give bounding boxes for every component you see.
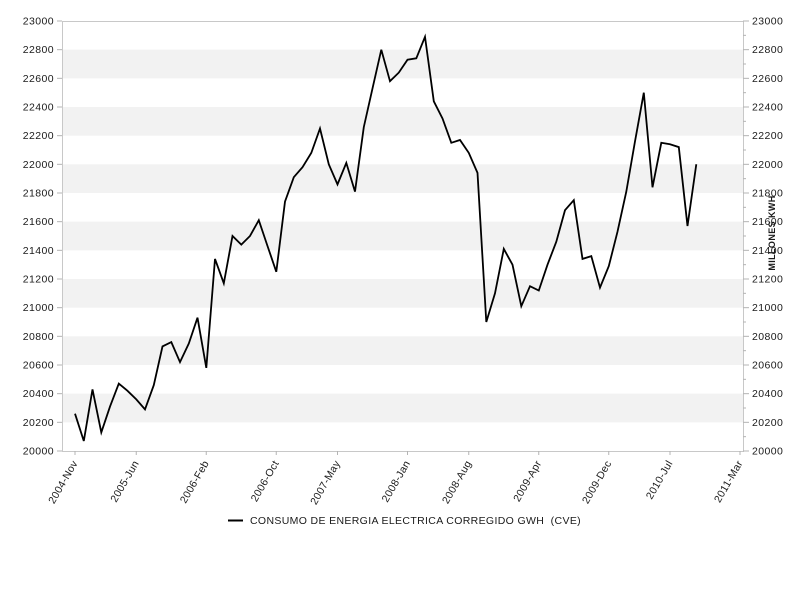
right-axis-tick-label: 22400 <box>752 102 783 114</box>
x-axis-tick-label: 2009-Dec <box>580 459 614 507</box>
x-axis-tick-label: 2006-Oct <box>249 459 282 504</box>
left-axis-tick-label: 23000 <box>23 16 54 28</box>
x-axis-tick-label: 2010-Jul <box>644 459 676 502</box>
left-axis-tick-label: 21400 <box>23 245 54 257</box>
left-axis-tick-label: 20200 <box>23 417 54 429</box>
plot-band <box>62 279 743 308</box>
right-axis-tick-label: 23000 <box>752 16 783 28</box>
right-axis-tick-label: 20800 <box>752 331 783 343</box>
x-axis-tick-label: 2006-Feb <box>178 459 212 506</box>
left-axis-tick-label: 20000 <box>23 446 54 458</box>
x-axis-tick-label: 2011-Mar <box>712 458 746 504</box>
right-axis-tick-label: 22800 <box>752 44 783 56</box>
plot-band <box>62 164 743 193</box>
right-axis-tick-label: 20000 <box>752 446 783 458</box>
left-axis-tick-label: 20800 <box>23 331 54 343</box>
x-axis-tick-label: 2008-Aug <box>440 459 474 507</box>
x-axis-tick-label: 2005-Jun <box>108 459 141 505</box>
x-axis-tick-label: 2004-Nov <box>46 458 81 506</box>
left-axis-tick-label: 21200 <box>23 274 54 286</box>
left-axis-tick-label: 22400 <box>23 102 54 114</box>
right-axis-tick-label: 21400 <box>752 245 783 257</box>
left-axis-tick-label: 22000 <box>23 159 54 171</box>
x-axis-tick-label: 2008-Jan <box>380 459 413 505</box>
left-axis-tick-label: 21600 <box>23 216 54 228</box>
right-axis-tick-label: 21200 <box>752 274 783 286</box>
plot-band <box>62 336 743 365</box>
x-axis-tick-label: 2007-May <box>308 458 343 507</box>
left-axis-tick-label: 20400 <box>23 388 54 400</box>
left-axis-tick-label: 22600 <box>23 73 54 85</box>
right-axis-tick-label: 22000 <box>752 159 783 171</box>
legend-label: CONSUMO DE ENERGIA ELECTRICA CORREGIDO G… <box>250 515 581 527</box>
right-axis-title: MILLONES KWH <box>767 195 777 270</box>
right-axis-tick-label: 22200 <box>752 130 783 142</box>
consumption-line <box>74 33 698 442</box>
plot-band <box>62 393 743 423</box>
right-axis-tick-label: 21000 <box>752 302 783 314</box>
left-axis-tick-label: 21000 <box>23 302 54 314</box>
right-axis-tick-label: 20200 <box>752 417 783 429</box>
left-axis-tick-label: 22200 <box>23 130 54 142</box>
right-axis-tick-label: 20600 <box>752 360 783 372</box>
plot-band <box>62 221 743 251</box>
right-axis-tick-label: 20400 <box>752 388 783 400</box>
left-axis-tick-label: 21800 <box>23 188 54 200</box>
left-axis-tick-label: 20600 <box>23 360 54 372</box>
right-axis-tick-label: 21800 <box>752 188 783 200</box>
plot-band <box>62 107 743 136</box>
right-axis-tick-label: 21600 <box>752 216 783 228</box>
right-axis-tick-label: 22600 <box>752 73 783 85</box>
x-axis-tick-label: 2009-Apr <box>511 458 544 504</box>
left-axis-tick-label: 22800 <box>23 44 54 56</box>
plot-band <box>62 49 743 79</box>
